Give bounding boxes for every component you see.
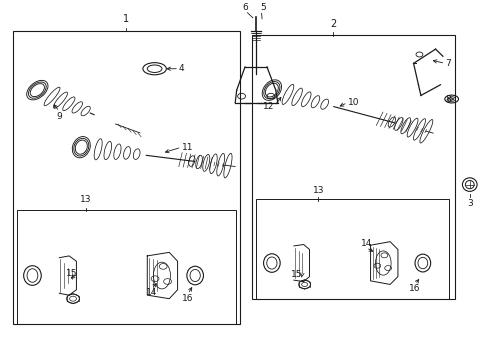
Text: 1: 1 <box>123 14 129 24</box>
Text: 16: 16 <box>409 284 421 293</box>
Bar <box>13 31 240 324</box>
Text: 15: 15 <box>291 270 302 279</box>
Text: 5: 5 <box>261 3 267 12</box>
Text: 13: 13 <box>80 195 92 204</box>
Text: 16: 16 <box>182 294 194 303</box>
Text: 8: 8 <box>445 95 451 104</box>
Text: 15: 15 <box>67 269 78 278</box>
Text: 13: 13 <box>313 186 324 195</box>
Text: 14: 14 <box>146 288 157 297</box>
Bar <box>252 35 455 299</box>
Bar <box>256 199 449 299</box>
Text: 14: 14 <box>361 239 372 248</box>
Text: 9: 9 <box>56 112 62 121</box>
Text: 11: 11 <box>181 143 193 152</box>
Text: 3: 3 <box>467 199 473 208</box>
Text: 12: 12 <box>263 102 274 111</box>
Bar <box>17 210 236 324</box>
Text: 6: 6 <box>242 3 248 12</box>
Text: 10: 10 <box>347 98 359 107</box>
Text: 4: 4 <box>179 64 185 73</box>
Text: 7: 7 <box>445 59 451 68</box>
Text: 2: 2 <box>330 19 336 29</box>
